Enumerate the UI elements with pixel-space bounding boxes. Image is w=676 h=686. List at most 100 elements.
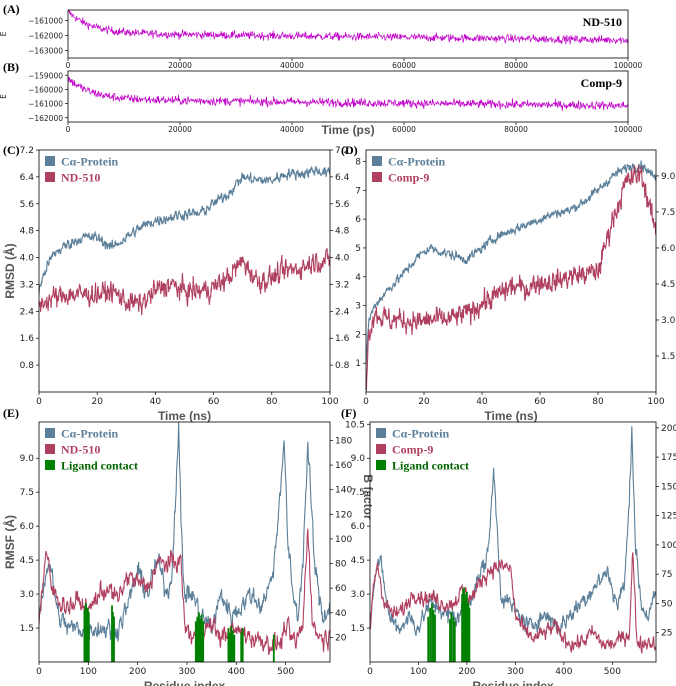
plot-area: [68, 10, 628, 45]
x-tick-label: 200: [129, 667, 146, 677]
y-tick-label: 5.6: [20, 200, 35, 210]
y-tick-label: 3.0: [20, 590, 35, 600]
x-tick-label: 80: [592, 397, 604, 407]
y-tick-label: −163000: [28, 47, 63, 56]
x-tick-label: 40: [476, 397, 488, 407]
y-axis-label: E: [0, 31, 8, 36]
y-tick-label: 0.8: [20, 361, 35, 371]
y2-tick-label: 160: [335, 461, 352, 471]
energy-plot-comp9: 0 20000 40000 60000 80000 100000 −159000 −16000…: [0, 70, 643, 137]
ligand-contact-bar: [231, 630, 234, 662]
y2-tick-label: 5.6: [335, 200, 350, 210]
y2-tick-label: 75: [661, 570, 672, 580]
series-label: ND-510: [583, 15, 622, 29]
y-tick-label: 4.0: [20, 254, 35, 264]
y2-tick-label: 1.6: [335, 334, 350, 344]
y2-tick-label: 50: [661, 599, 673, 609]
plot-frame: [38, 421, 331, 663]
plot-frame: [38, 149, 331, 393]
y2-tick-label: 1.5: [661, 352, 675, 362]
legend-protein-swatch: [372, 156, 382, 166]
y2-tick-label: 60: [335, 584, 347, 594]
y2-tick-label: 150: [661, 482, 676, 492]
ligand-contact-bar: [230, 625, 233, 662]
x-tick-label: 60000: [392, 61, 416, 70]
y2-tick-label: 3.2: [335, 280, 349, 290]
legend-protein-swatch: [45, 428, 55, 438]
series-line-protein: [39, 165, 330, 295]
y-tick-label: 9.0: [351, 454, 366, 464]
y-tick-label: 4.5: [351, 556, 365, 566]
ligand-contact-bar: [240, 632, 243, 662]
plot-area: [39, 165, 330, 316]
y2-tick-label: 3.0: [661, 316, 676, 326]
y2-tick-label: 6.4: [335, 173, 350, 183]
ligand-contact-bar: [466, 591, 468, 662]
y-tick-label: 9.0: [20, 454, 35, 464]
ligand-contact-bar: [449, 619, 451, 662]
plot-area: [39, 422, 330, 662]
x-tick-label: 40000: [280, 125, 304, 134]
y2-tick-label: 9.0: [661, 172, 676, 182]
y2-tick-label: 2.4: [335, 307, 350, 317]
y-tick-label: 7.5: [351, 488, 365, 498]
x-axis-label: Time (ns): [158, 409, 211, 423]
x-tick-label: 300: [507, 667, 524, 677]
panel-label-f: (F): [341, 406, 356, 420]
y2-tick-label: 0.8: [335, 361, 350, 371]
x-tick-label: 300: [178, 667, 195, 677]
series-line-ligand: [39, 248, 330, 316]
x-tick-label: 500: [604, 667, 621, 677]
rmsd-plot-comp9: 0 20 40 60 80 100 1 2 3 4 5 6 7 8 1.5 3.0 4.5 6.0 7.5 9.0 Ti…: [355, 149, 676, 423]
energy-series-line: [68, 10, 628, 45]
plot-frame: [369, 421, 657, 663]
x-tick-label: 0: [363, 397, 369, 407]
panel-label-e: (E): [3, 406, 19, 420]
y2-tick-label: 7.5: [661, 208, 675, 218]
y2-tick-label: 4.0: [335, 254, 350, 264]
legend-ligand-contact-label: Ligand contact: [392, 459, 469, 473]
plot-frame: [67, 70, 629, 123]
y-tick-label: 7.5: [20, 488, 34, 498]
y-tick-label: −161000: [28, 17, 63, 26]
panel-label-d: (D): [341, 143, 358, 157]
x-tick-label: 100: [321, 397, 338, 407]
x-tick-label: 0: [367, 667, 373, 677]
y-tick-label: 6.0: [20, 522, 35, 532]
series-line-ligand: [366, 165, 656, 392]
y2-tick-label: 200: [661, 424, 676, 434]
legend-ligand-contact-swatch: [45, 460, 55, 470]
y-tick-label: 4.8: [20, 227, 35, 237]
y-tick-label: 5: [355, 244, 361, 254]
x-tick-label: 20000: [168, 125, 192, 134]
y2-tick-label: 175: [661, 453, 676, 463]
x-tick-label: 80000: [504, 61, 528, 70]
y-tick-label: 1: [355, 359, 361, 369]
ligand-contact-bar: [200, 614, 203, 662]
y-tick-label: 6.4: [20, 173, 35, 183]
x-tick-label: 20: [91, 397, 103, 407]
y-tick-label: 4.5: [20, 556, 34, 566]
ligand-contact-bar: [453, 621, 456, 662]
y2-tick-label: 180: [335, 436, 352, 446]
ligand-contact-bar: [452, 616, 455, 662]
series-label: Comp-9: [581, 76, 622, 90]
ligand-contact-bar: [450, 612, 453, 662]
legend-protein-label: Cα-Protein: [61, 155, 118, 169]
legend-ligand-contact-label: Ligand contact: [61, 459, 138, 473]
ligand-contact-bar: [434, 614, 436, 662]
ligand-contact-bar: [431, 603, 433, 662]
y2-tick-label: 4.5: [661, 280, 675, 290]
y-axis-label: RMSD (Å): [2, 243, 17, 298]
legend-ligand-swatch: [45, 444, 55, 454]
x-tick-label: 0: [66, 125, 71, 134]
panel-label-c: (C): [3, 143, 20, 157]
y-tick-label: −162000: [28, 32, 63, 41]
legend-ligand-contact-swatch: [376, 460, 386, 470]
y-tick-label: −160000: [28, 85, 63, 94]
x-tick-label: 100: [80, 667, 97, 677]
y-tick-label: 3: [355, 302, 361, 312]
x-tick-label: 80: [266, 397, 278, 407]
x-tick-label: 400: [228, 667, 245, 677]
y-tick-label: 3.0: [351, 590, 366, 600]
